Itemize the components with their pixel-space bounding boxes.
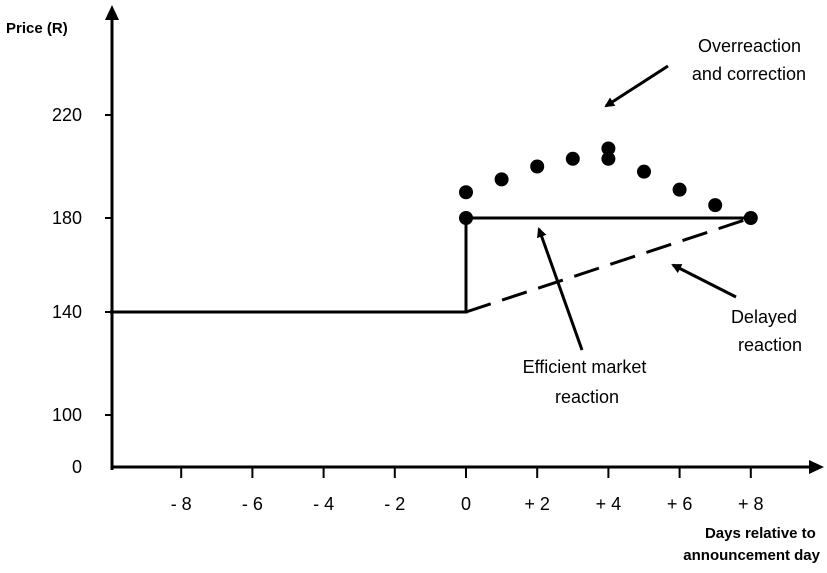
x-tick-label: - 6 — [242, 494, 263, 514]
x-tick-label: - 2 — [384, 494, 405, 514]
overreaction-arrow — [604, 64, 669, 108]
x-tick-label: 0 — [461, 494, 471, 514]
x-tick-label: + 8 — [738, 494, 764, 514]
overreaction-point — [637, 164, 651, 179]
y-axis-arrow — [105, 5, 119, 20]
y-tick-label: 100 — [52, 405, 82, 425]
x-ticks: - 8 - 6 - 4 - 2 0 + 2 + 4 + 6 + 8 — [171, 467, 764, 514]
x-axis-title: Days relative to announcement day — [683, 525, 820, 564]
overreaction-point — [601, 141, 616, 156]
y-tick-label: 140 — [52, 302, 82, 322]
x-tick-label: - 4 — [313, 494, 334, 514]
overreaction-point — [672, 182, 687, 197]
overreaction-point — [459, 185, 473, 200]
annotation-delayed: Delayed reaction — [731, 307, 802, 355]
y-tick-label: 220 — [52, 105, 82, 125]
annotation-efficient-market: Efficient market reaction — [523, 357, 652, 407]
overreaction-point — [601, 151, 616, 166]
x-axis-title-line-2: announcement day — [683, 547, 820, 564]
y-axis-title: Price (R) — [6, 20, 68, 37]
x-tick-label: + 6 — [667, 494, 693, 514]
annotation-overreaction-line-2: and correction — [692, 64, 806, 84]
delayed-reaction-arrow — [671, 263, 737, 299]
delayed-reaction-line — [465, 216, 752, 314]
x-tick-label: - 8 — [171, 494, 192, 514]
overreaction-point — [459, 211, 473, 225]
overreaction-point — [565, 151, 580, 166]
efficient-market-line — [110, 216, 751, 314]
annotation-delayed-line-1: Delayed — [731, 307, 797, 327]
x-axis-title-line-1: Days relative to — [705, 525, 816, 542]
overreaction-point — [708, 198, 723, 213]
efficient-market-arrow — [536, 227, 584, 351]
y-ticks: 0 100 140 180 220 — [52, 105, 112, 477]
overreaction-point — [530, 159, 545, 174]
overreaction-point — [743, 211, 758, 225]
series-layer — [110, 141, 758, 314]
annotation-efficient-market-line-1: Efficient market — [523, 357, 647, 377]
annotation-overreaction: Overreaction and correction — [692, 36, 806, 84]
x-tick-label: + 4 — [596, 494, 622, 514]
annotation-overreaction-line-1: Overreaction — [698, 36, 801, 56]
x-axis-arrow — [809, 460, 824, 474]
annotation-delayed-line-2: reaction — [738, 335, 802, 355]
x-tick-label: + 2 — [524, 494, 550, 514]
overreaction-point — [494, 172, 509, 187]
annotation-efficient-market-line-2: reaction — [555, 387, 619, 407]
y-tick-label: 0 — [72, 457, 82, 477]
y-tick-label: 180 — [52, 208, 82, 228]
